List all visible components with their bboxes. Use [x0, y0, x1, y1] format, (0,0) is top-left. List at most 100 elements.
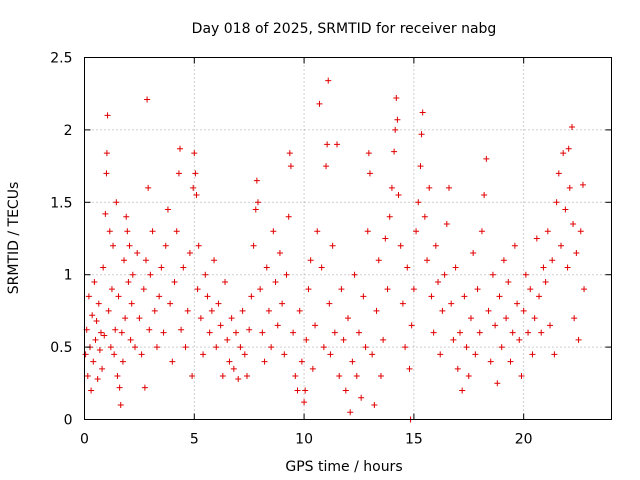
- data-point: [97, 329, 104, 336]
- data-point: [472, 351, 479, 358]
- data-point: [369, 351, 376, 358]
- data-point: [565, 145, 572, 152]
- data-point: [355, 329, 362, 336]
- data-point: [402, 344, 409, 351]
- data-point: [103, 170, 110, 177]
- data-point: [452, 264, 459, 271]
- data-point: [116, 384, 123, 391]
- data-point: [581, 286, 588, 293]
- data-point: [538, 329, 545, 336]
- data-point: [380, 336, 387, 343]
- data-point: [505, 278, 512, 285]
- data-point: [104, 112, 111, 119]
- data-point: [149, 228, 156, 235]
- data-point: [323, 163, 330, 170]
- data-point: [340, 336, 347, 343]
- data-point: [145, 184, 152, 191]
- data-point: [233, 329, 240, 336]
- data-point: [331, 329, 338, 336]
- data-point: [487, 358, 494, 365]
- data-point: [261, 358, 268, 365]
- data-point: [105, 307, 112, 314]
- data-point: [520, 307, 527, 314]
- data-point: [101, 332, 108, 339]
- data-point: [272, 278, 279, 285]
- data-point: [500, 257, 507, 264]
- data-point: [419, 109, 426, 116]
- data-point: [124, 228, 131, 235]
- data-point: [336, 373, 343, 380]
- data-point: [522, 271, 529, 278]
- data-point: [94, 375, 101, 382]
- data-point: [459, 387, 466, 394]
- data-point: [162, 242, 169, 249]
- data-point: [204, 293, 211, 300]
- data-point: [129, 271, 136, 278]
- data-point: [224, 336, 231, 343]
- data-point: [463, 344, 470, 351]
- data-point: [531, 315, 538, 322]
- data-point: [485, 307, 492, 314]
- data-point: [568, 124, 575, 131]
- axis-ticks: 0 5 10 15 20 0 0.5 1 1.5 2 2.5: [50, 51, 612, 448]
- data-point: [296, 307, 303, 314]
- data-point: [290, 329, 297, 336]
- data-point: [294, 387, 301, 394]
- y-tick-label: 0: [64, 413, 73, 429]
- data-point: [388, 184, 395, 191]
- data-point: [136, 315, 143, 322]
- data-point: [327, 351, 334, 358]
- data-point: [417, 163, 424, 170]
- data-point: [418, 131, 425, 138]
- data-point: [312, 322, 319, 329]
- data-point: [239, 307, 246, 314]
- data-point: [265, 307, 272, 314]
- data-point: [307, 257, 314, 264]
- data-point: [257, 286, 264, 293]
- data-point: [82, 351, 89, 358]
- y-tick-label: 2: [64, 123, 73, 139]
- data-point: [121, 257, 128, 264]
- data-point: [268, 344, 275, 351]
- data-point: [250, 242, 257, 249]
- data-point: [125, 278, 132, 285]
- data-point: [90, 358, 97, 365]
- data-point: [195, 242, 202, 249]
- data-point: [160, 329, 167, 336]
- data-point: [100, 264, 107, 271]
- data-point: [108, 286, 115, 293]
- data-point: [228, 315, 235, 322]
- data-point: [192, 170, 199, 177]
- data-point: [171, 278, 178, 285]
- data-point: [553, 199, 560, 206]
- data-point: [206, 329, 213, 336]
- data-point: [237, 344, 244, 351]
- data-point: [489, 271, 496, 278]
- data-point: [478, 228, 485, 235]
- data-point: [158, 264, 165, 271]
- plot-frame: [84, 57, 612, 420]
- data-point: [230, 365, 237, 372]
- data-point: [211, 257, 218, 264]
- data-point: [571, 315, 578, 322]
- data-point: [213, 344, 220, 351]
- data-point: [309, 365, 316, 372]
- data-point: [544, 228, 551, 235]
- data-point: [241, 351, 248, 358]
- data-point: [303, 336, 310, 343]
- data-point: [404, 264, 411, 271]
- data-point: [286, 150, 293, 157]
- data-point: [298, 358, 305, 365]
- data-point: [287, 163, 294, 170]
- data-point: [279, 300, 286, 307]
- data-point: [439, 307, 446, 314]
- data-point: [426, 184, 433, 191]
- data-point: [281, 351, 288, 358]
- data-point: [353, 373, 360, 380]
- data-point: [338, 286, 345, 293]
- data-point: [443, 221, 450, 228]
- data-point: [397, 242, 404, 249]
- data-point: [202, 271, 209, 278]
- chart-title: Day 018 of 2025, SRMTID for receiver nab…: [192, 21, 497, 37]
- data-point: [577, 228, 584, 235]
